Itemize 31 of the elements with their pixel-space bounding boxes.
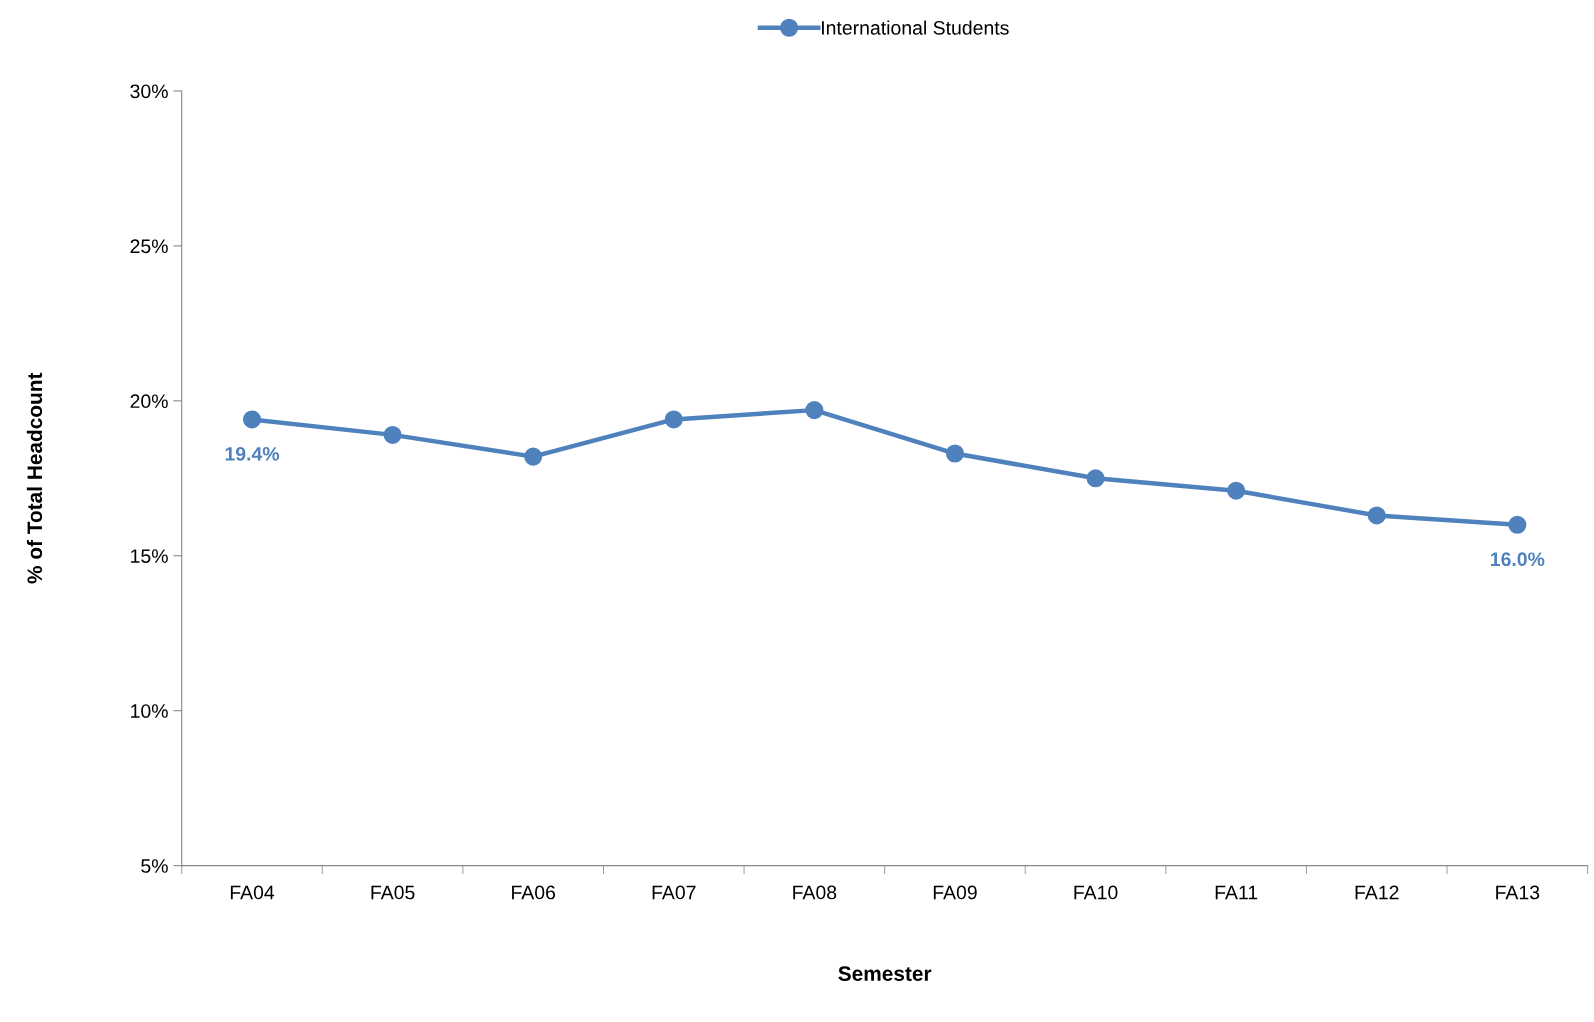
point [242,410,262,429]
point [1227,481,1246,500]
x-tick-label: FA05 [371,885,415,900]
data-label: 16.0% [1490,552,1545,567]
y-tick-label: 10% [131,704,168,718]
x-tick-label: FA09 [933,885,977,900]
point [1508,515,1527,534]
y-tick-label: 25% [130,239,168,254]
x-tick-label: FA12 [1355,885,1399,900]
point [383,425,402,444]
point [1367,506,1386,525]
legend-label: International Students [822,20,1009,35]
x-tick-label: FA07 [652,885,696,900]
x-tick-label: FA10 [1074,885,1118,900]
x-tick-label: FA06 [512,885,556,900]
point [524,447,543,466]
point [664,410,683,429]
y-tick-label: 5% [141,859,168,873]
point [1086,469,1105,488]
y-tick-label: 30% [130,84,168,99]
data-label: 19.4% [225,446,280,461]
point [945,444,964,463]
x-axis-title: Semester [838,966,932,982]
y-tick-label: 15% [131,549,168,563]
y-tick-label: 20% [130,394,168,409]
x-tick-label: FA11 [1215,885,1258,900]
x-tick-label: FA08 [793,885,837,900]
y-axis-title: % of Total Headcount [26,372,43,584]
point [805,401,824,420]
x-tick-label: FA04 [230,885,275,900]
x-tick-label: FA13 [1496,885,1540,900]
